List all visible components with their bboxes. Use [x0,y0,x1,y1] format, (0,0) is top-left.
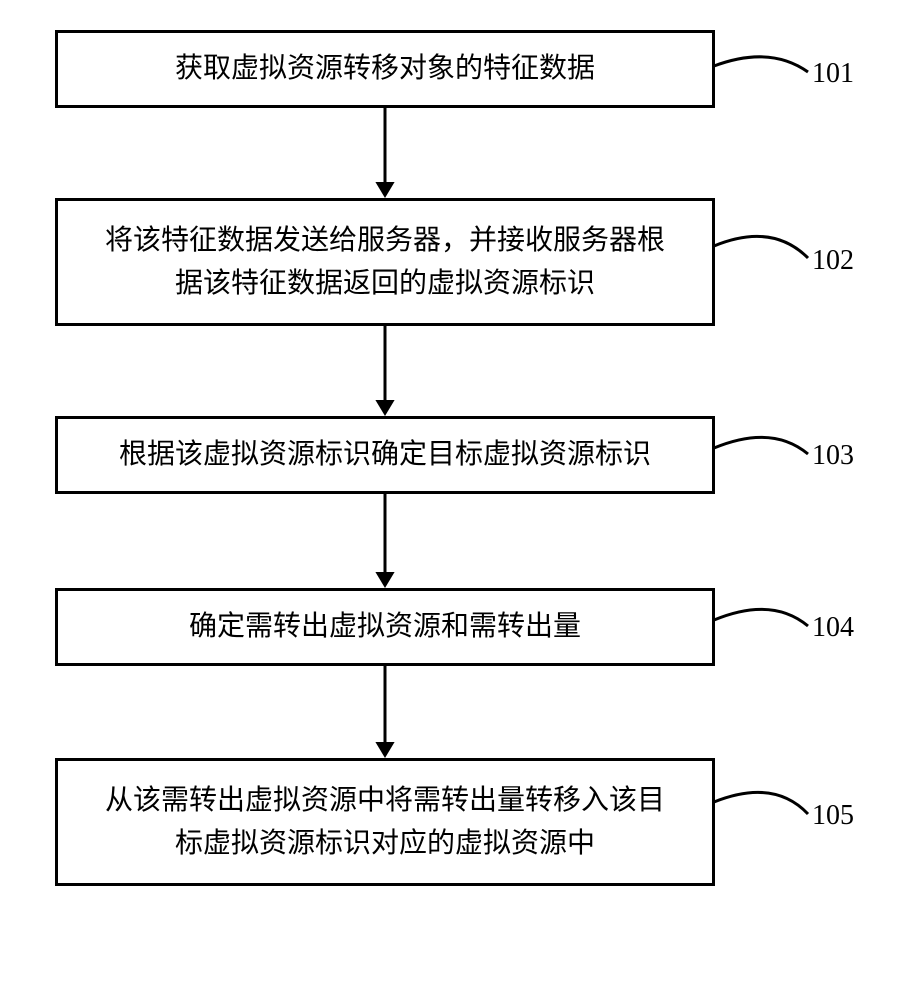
edge-arrowhead [375,572,394,588]
edge-arrowhead [375,182,394,198]
leader-line [714,437,808,454]
edge-arrowhead [375,742,394,758]
leader-line [714,792,808,814]
leader-line [714,236,808,258]
leader-line [714,57,808,72]
leaders-group [714,57,808,814]
leader-line [714,609,808,626]
connector-svg [0,0,898,1000]
edge-arrowhead [375,400,394,416]
edges-group [375,108,394,758]
flowchart-canvas: 获取虚拟资源转移对象的特征数据 101 将该特征数据发送给服务器，并接收服务器根… [0,0,898,1000]
